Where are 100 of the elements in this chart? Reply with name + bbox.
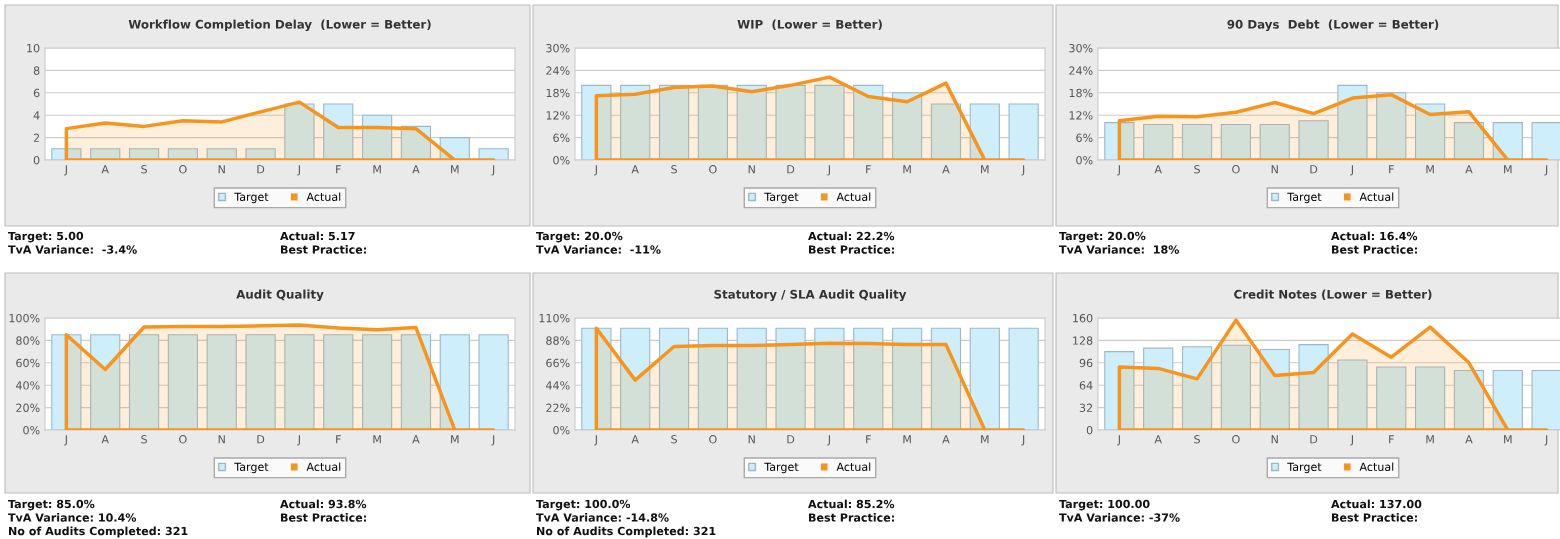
bar: [284, 103, 315, 160]
y-tick-label: 18%: [1069, 88, 1093, 98]
y-tick-label: 80%: [16, 336, 40, 345]
x-tick-label: F: [866, 435, 871, 444]
text: Best Practice:: [1332, 513, 1417, 522]
y-tick-label: 100%: [9, 313, 40, 323]
x-tick-label: D: [787, 435, 795, 444]
y-tick-label: 64: [1079, 381, 1093, 390]
x-tick-label: J: [1350, 165, 1353, 176]
x-tick-label: F: [1389, 435, 1394, 444]
bar: [930, 103, 962, 160]
x-tick-label: F: [336, 435, 341, 444]
x-tick-label: O: [1232, 435, 1240, 444]
text: Target: 20.0%: [1059, 231, 1146, 243]
x-tick-label: M: [903, 435, 911, 444]
text: Target: 100.0%: [536, 499, 631, 511]
legend-label: Target: [234, 462, 269, 474]
text: No of Audits Completed: 321: [537, 526, 716, 538]
x-tick-label: J: [1544, 165, 1548, 176]
x-tick-label: D: [257, 435, 265, 444]
bar: [697, 84, 729, 160]
chart-title: WIP (Lower = Better): [737, 19, 882, 31]
legend-label: Target: [764, 192, 799, 204]
y-tick-label: 66%: [546, 358, 570, 368]
x-tick-label: S: [1194, 435, 1200, 444]
x-tick-label: M: [373, 165, 381, 174]
text: Actual: 22.2%: [808, 231, 895, 241]
x-tick-label: N: [1271, 165, 1278, 174]
legend-label: Target: [764, 462, 799, 474]
bar: [1414, 366, 1446, 430]
x-tick-label: M: [373, 435, 381, 444]
x-tick-label: M: [451, 165, 459, 174]
x-tick-label: A: [1154, 165, 1162, 174]
x-tick-label: J: [1021, 165, 1025, 176]
x-tick-label: O: [1232, 165, 1240, 174]
y-tick-label: 30%: [1069, 43, 1093, 53]
x-tick-label: J: [1544, 435, 1548, 446]
x-tick-label: J: [64, 165, 67, 176]
bar: [1337, 359, 1368, 430]
bar: [1220, 123, 1252, 160]
x-tick-label: J: [827, 165, 830, 176]
y-tick-label: 8: [33, 66, 40, 75]
legend-label: Actual: [836, 462, 871, 471]
x-tick-label: M: [451, 435, 459, 444]
y-tick-label: 4: [33, 111, 40, 120]
text: Best Practice:: [1332, 245, 1417, 254]
y-tick-label: 88%: [546, 336, 570, 345]
x-tick-label: S: [141, 165, 147, 174]
x-tick-label: A: [412, 165, 420, 174]
x-tick-label: D: [787, 165, 795, 174]
bar: [1008, 103, 1039, 160]
bar: [1220, 344, 1252, 430]
text: Best Practice:: [281, 245, 366, 254]
text: Actual: 5.17: [280, 231, 355, 241]
chart-title: Credit Notes (Lower = Better): [1234, 289, 1432, 301]
x-tick-label: D: [1310, 435, 1318, 444]
x-tick-label: J: [491, 435, 495, 446]
y-tick-label: 12%: [1069, 111, 1093, 120]
y-tick-label: 6%: [1076, 133, 1093, 142]
text: Target: 20.0%: [536, 231, 623, 243]
bar: [620, 84, 651, 160]
legend-label: Actual: [306, 192, 341, 201]
chart-title: Statutory / SLA Audit Quality: [714, 289, 907, 302]
y-tick-label: 24%: [1069, 66, 1093, 75]
x-tick-label: A: [412, 435, 420, 444]
bar: [1259, 348, 1290, 430]
y-tick-label: 128: [1073, 336, 1093, 345]
bar: [1143, 123, 1174, 160]
bar: [1376, 366, 1407, 430]
y-tick-label: 12%: [546, 111, 570, 120]
text: TvA Variance: 10.4%: [8, 513, 137, 522]
text: No of Audits Completed: 321: [9, 526, 188, 538]
chart-title: Workflow Completion Delay (Lower = Better): [128, 19, 431, 32]
text: Target: 85.0%: [8, 499, 95, 511]
y-tick-label: 0%: [23, 425, 40, 435]
x-tick-label: N: [748, 435, 755, 444]
x-tick-label: S: [141, 435, 147, 444]
y-tick-label: 0: [33, 155, 40, 165]
x-tick-label: O: [179, 435, 187, 444]
y-tick-label: 160: [1073, 313, 1093, 323]
bar: [1414, 103, 1446, 160]
y-tick-label: 0%: [553, 155, 570, 165]
x-tick-label: J: [297, 435, 300, 446]
text: Best Practice:: [809, 513, 894, 522]
text: Target: 100.00: [1059, 499, 1150, 511]
y-tick-label: 18%: [546, 88, 570, 98]
legend-label: Target: [1287, 192, 1322, 204]
bar: [891, 92, 923, 160]
bar: [1181, 346, 1213, 430]
x-tick-label: S: [671, 435, 677, 444]
x-tick-label: M: [981, 435, 989, 444]
bar: [658, 84, 690, 160]
x-tick-label: F: [336, 165, 341, 174]
text: TvA Variance: -3.4%: [8, 245, 137, 254]
x-tick-label: N: [218, 435, 225, 444]
x-tick-label: F: [1389, 165, 1394, 174]
text: TvA Variance: -11%: [536, 245, 661, 254]
x-tick-label: A: [101, 435, 109, 444]
x-tick-label: D: [1310, 165, 1318, 174]
x-tick-label: N: [218, 165, 225, 174]
